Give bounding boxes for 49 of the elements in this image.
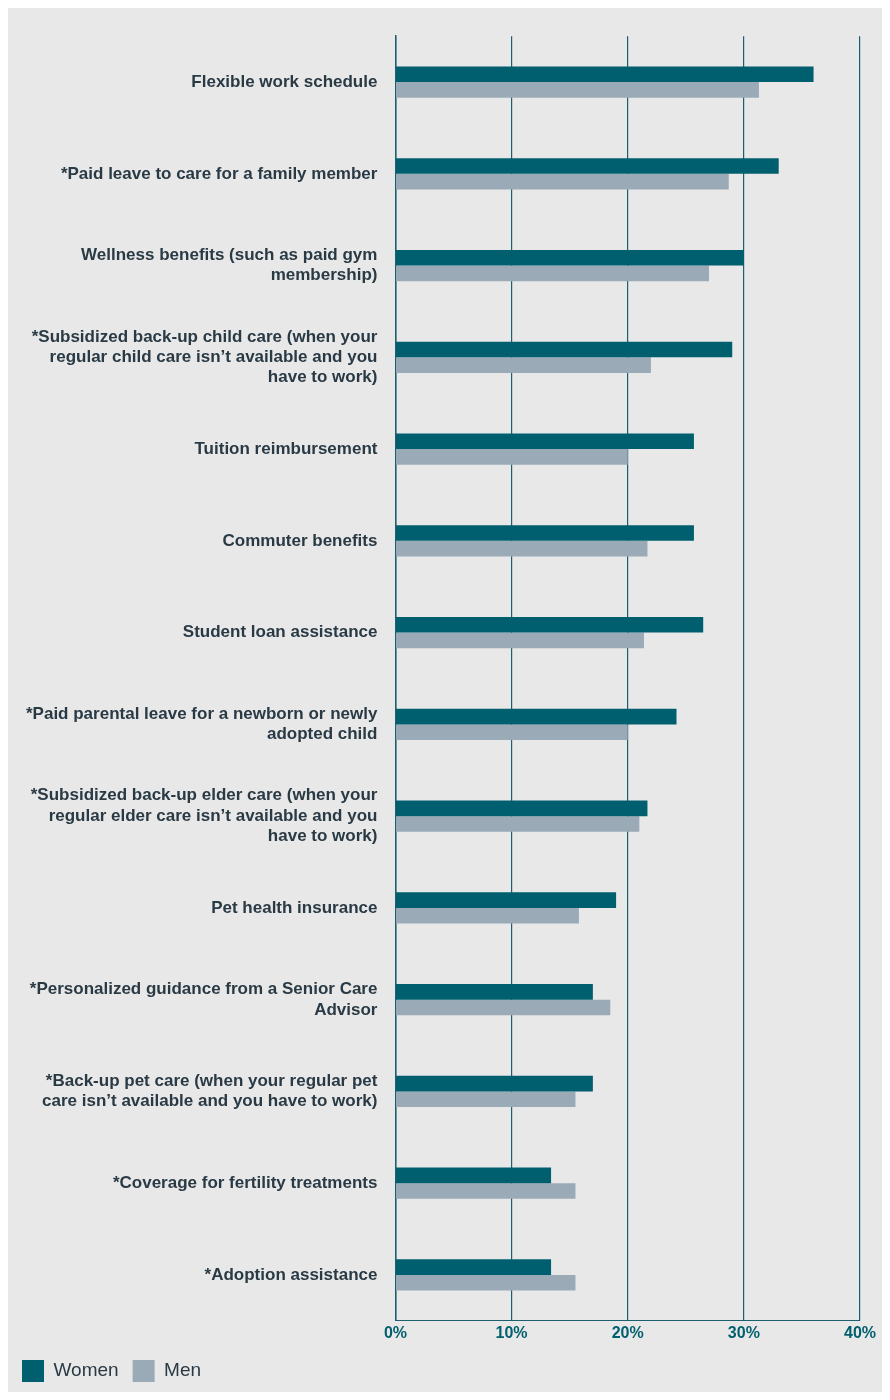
y-tick-label: Student loan assistance: [182, 622, 378, 642]
y-tick-label: *Paid leave to care for a family member: [60, 163, 378, 183]
y-tick-label: Tuition reimbursement: [194, 438, 378, 458]
bar: [396, 357, 651, 373]
bar: [396, 449, 628, 465]
bar: [396, 66, 814, 83]
legend-label: Women: [53, 1359, 119, 1381]
bar: [396, 999, 611, 1016]
bar: [396, 907, 579, 924]
y-tick-label: *Subsidized back-up child care (when your regular child care isn’t available and you have to work): [31, 326, 378, 387]
y-tick-label: *Adoption assistance: [204, 1264, 378, 1284]
bar: [396, 1075, 593, 1092]
y-tick-label: Pet health insurance: [211, 897, 378, 917]
bar: [396, 816, 640, 832]
bar: [396, 1274, 576, 1291]
y-tick-label: Wellness benefits (such as paid gym membership): [81, 245, 378, 285]
bar: [396, 1183, 576, 1199]
bar: [396, 800, 648, 817]
bar: [396, 708, 677, 725]
bar: [396, 540, 648, 557]
y-tick-label: *Back-up pet care (when your regular pet care isn’t available and you have to work): [42, 1070, 378, 1111]
y-tick-label: *Personalized guidance from a Senior Care Advisor: [29, 979, 378, 1019]
bar: [396, 892, 617, 908]
bar: [396, 724, 628, 740]
bar: [396, 341, 733, 358]
bar: [396, 1091, 576, 1108]
bar: [396, 82, 759, 98]
y-tick-label: *Paid parental leave for a newborn or newly adopted child: [25, 703, 378, 744]
bar: [396, 433, 694, 450]
x-tick-label: 30%: [727, 1323, 760, 1341]
legend-label: Men: [164, 1359, 202, 1381]
x-tick-label: 40%: [843, 1323, 877, 1341]
bar: [396, 1167, 552, 1184]
y-tick-label: Commuter benefits: [222, 530, 378, 550]
bar: [396, 525, 694, 541]
bar: [396, 158, 779, 174]
x-tick-label: 10%: [495, 1323, 528, 1341]
x-tick-label: 20%: [611, 1323, 644, 1341]
y-tick-label: *Coverage for fertility treatments: [112, 1172, 378, 1192]
bar: [396, 173, 729, 190]
x-tick-label: 0%: [383, 1323, 407, 1341]
bar: [396, 632, 644, 649]
bar: [396, 617, 704, 633]
y-tick-label: Flexible work schedule: [191, 71, 378, 91]
bar: [396, 265, 710, 282]
bar: [396, 249, 744, 266]
bar: [396, 1259, 552, 1275]
bar: [396, 984, 593, 1000]
y-tick-label: *Subsidized back-up elder care (when your regular elder care isn’t available and you have to work): [30, 785, 378, 846]
